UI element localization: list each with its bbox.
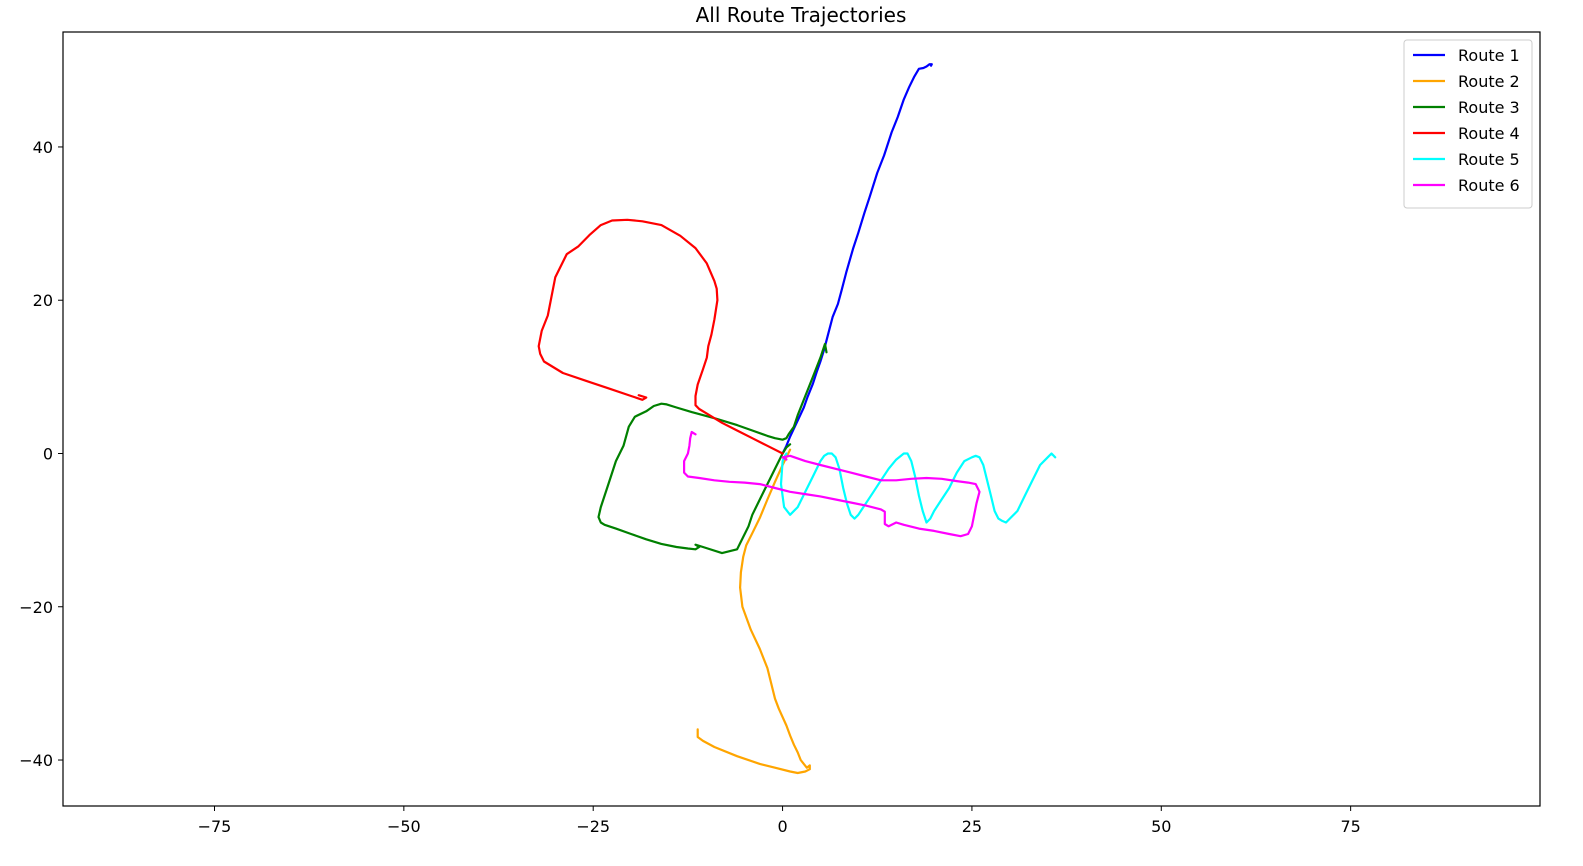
y-tick-label: 40 xyxy=(33,138,53,157)
legend: Route 1 Route 2 Route 3 Route 4 Route 5 Route… xyxy=(1403,39,1533,209)
x-tick-label: 0 xyxy=(777,817,787,836)
y-tick-label: 20 xyxy=(33,291,53,310)
x-tick-label: −25 xyxy=(576,817,610,836)
axes-frame xyxy=(62,31,1541,807)
series-layer xyxy=(537,63,1057,775)
series-line-route-6 xyxy=(682,430,981,538)
plot-area xyxy=(62,31,1541,807)
series-line-route-4 xyxy=(537,218,784,455)
legend-label: Route 6 xyxy=(1458,176,1520,195)
x-tick-label: −75 xyxy=(198,817,232,836)
legend-label: Route 3 xyxy=(1458,98,1520,117)
tick-layer: −75 −50 −25 0 25 50 75 −40 −20 0 20 40 xyxy=(19,138,1361,836)
y-tick-label: −20 xyxy=(19,598,53,617)
x-tick-label: 75 xyxy=(1340,817,1360,836)
legend-label: Route 1 xyxy=(1458,46,1520,65)
x-tick-label: −50 xyxy=(387,817,421,836)
legend-label: Route 2 xyxy=(1458,72,1520,91)
y-tick-label: −40 xyxy=(19,751,53,770)
y-tick-label: 0 xyxy=(43,444,53,463)
legend-label: Route 4 xyxy=(1458,124,1520,143)
x-tick-label: 25 xyxy=(962,817,982,836)
series-line-route-5 xyxy=(779,452,1057,524)
series-line-route-1 xyxy=(781,63,933,455)
chart-title: All Route Trajectories xyxy=(696,3,907,27)
series-line-route-2 xyxy=(696,448,811,775)
x-tick-label: 50 xyxy=(1151,817,1171,836)
legend-label: Route 5 xyxy=(1458,150,1520,169)
series-line-route-3 xyxy=(597,342,828,555)
